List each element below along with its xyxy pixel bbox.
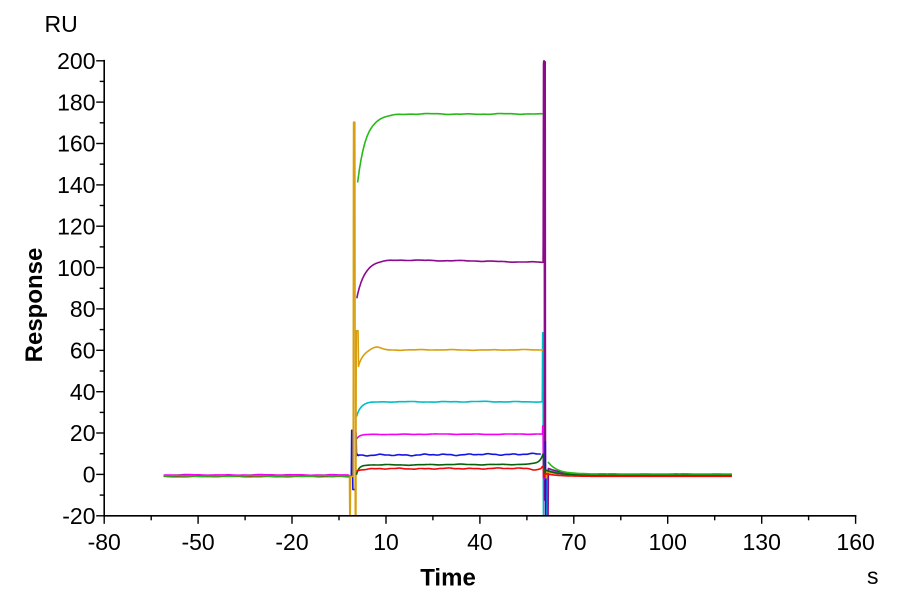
- svg-text:-50: -50: [181, 529, 214, 555]
- svg-text:70: 70: [561, 529, 587, 555]
- svg-text:130: 130: [743, 529, 781, 555]
- svg-text:100: 100: [649, 529, 687, 555]
- svg-text:-80: -80: [88, 529, 121, 555]
- svg-text:200: 200: [57, 48, 95, 74]
- svg-text:40: 40: [467, 529, 493, 555]
- svg-text:20: 20: [70, 420, 96, 446]
- svg-text:0: 0: [83, 462, 96, 488]
- svg-text:-20: -20: [275, 529, 308, 555]
- svg-text:100: 100: [57, 255, 95, 281]
- svg-text:Response: Response: [21, 248, 48, 363]
- svg-text:160: 160: [57, 131, 95, 157]
- svg-text:140: 140: [57, 172, 95, 198]
- svg-text:10: 10: [373, 529, 399, 555]
- svg-text:s: s: [867, 563, 879, 589]
- svg-text:60: 60: [70, 338, 96, 364]
- svg-text:180: 180: [57, 89, 95, 115]
- svg-text:RU: RU: [45, 11, 78, 37]
- svg-text:-20: -20: [62, 503, 95, 529]
- svg-text:120: 120: [57, 213, 95, 239]
- svg-text:40: 40: [70, 379, 96, 405]
- svg-text:Time: Time: [420, 565, 476, 592]
- svg-text:160: 160: [836, 529, 874, 555]
- svg-text:80: 80: [70, 296, 96, 322]
